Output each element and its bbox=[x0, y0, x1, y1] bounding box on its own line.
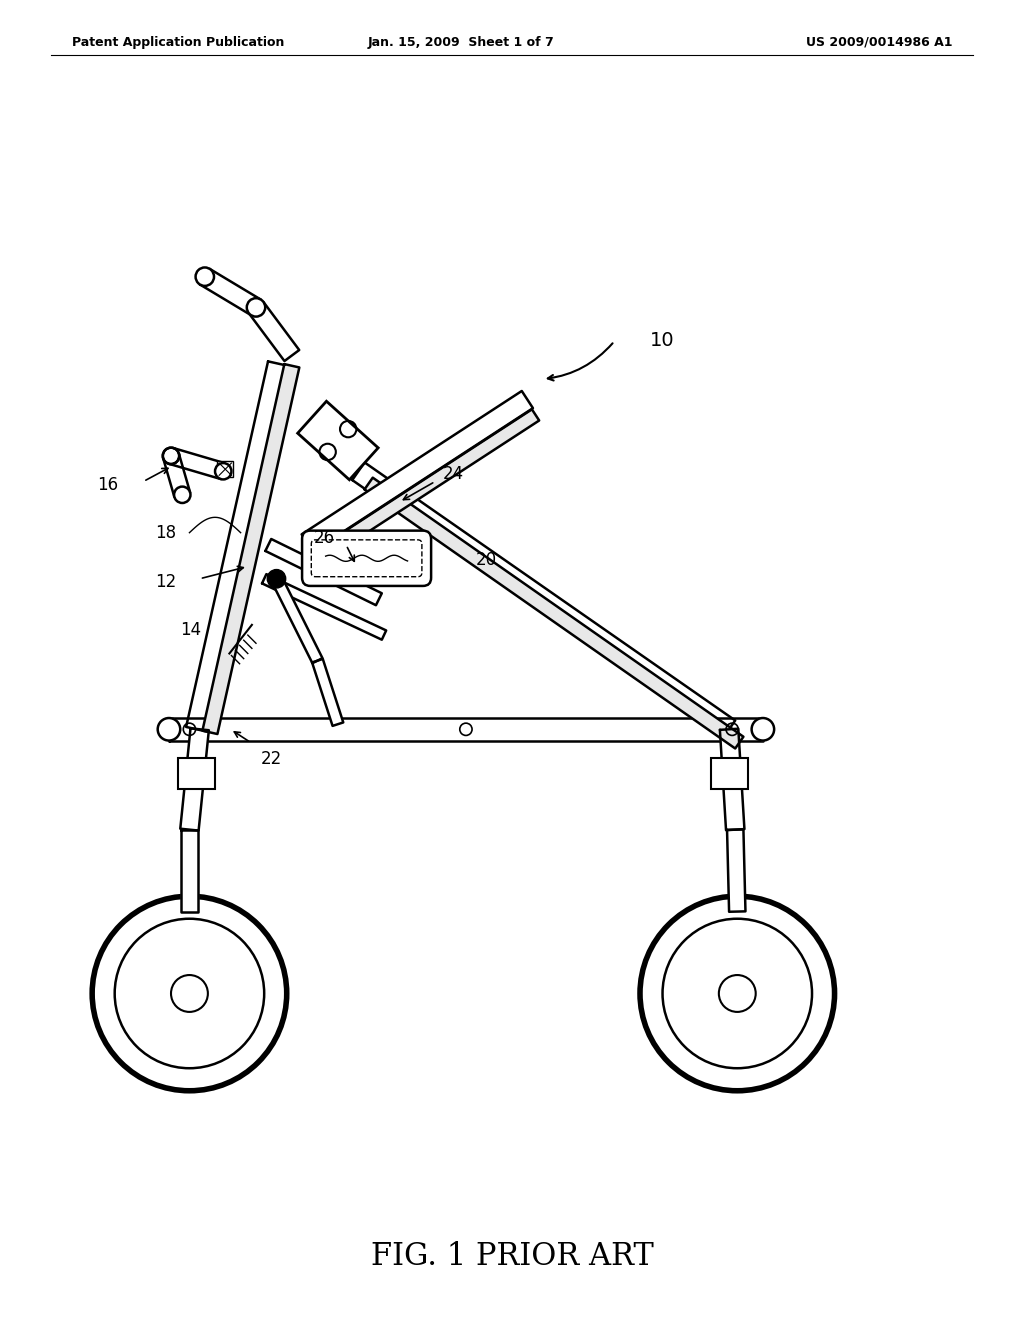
Polygon shape bbox=[311, 409, 540, 564]
Circle shape bbox=[196, 268, 214, 286]
Bar bbox=[178, 758, 215, 788]
Polygon shape bbox=[169, 718, 763, 741]
Text: 26: 26 bbox=[313, 529, 335, 546]
Bar bbox=[298, 401, 378, 479]
Circle shape bbox=[158, 718, 180, 741]
Polygon shape bbox=[262, 574, 386, 640]
Text: 10: 10 bbox=[650, 331, 675, 350]
FancyBboxPatch shape bbox=[217, 461, 233, 478]
Polygon shape bbox=[265, 539, 382, 605]
Text: 18: 18 bbox=[155, 524, 176, 541]
Polygon shape bbox=[200, 269, 261, 315]
Polygon shape bbox=[302, 391, 532, 552]
Circle shape bbox=[163, 447, 179, 465]
Circle shape bbox=[163, 447, 179, 465]
Polygon shape bbox=[186, 362, 289, 731]
Circle shape bbox=[752, 718, 774, 741]
Polygon shape bbox=[271, 577, 323, 663]
Text: 12: 12 bbox=[155, 573, 176, 591]
Text: US 2009/0014986 A1: US 2009/0014986 A1 bbox=[806, 36, 952, 49]
Text: Jan. 15, 2009  Sheet 1 of 7: Jan. 15, 2009 Sheet 1 of 7 bbox=[368, 36, 554, 49]
Text: FIG. 1 PRIOR ART: FIG. 1 PRIOR ART bbox=[371, 1241, 653, 1272]
Text: 16: 16 bbox=[96, 475, 118, 494]
Text: 24: 24 bbox=[442, 466, 464, 483]
Polygon shape bbox=[312, 659, 343, 726]
Polygon shape bbox=[727, 829, 745, 912]
Text: 22: 22 bbox=[261, 750, 282, 768]
Text: 20: 20 bbox=[476, 552, 498, 569]
Polygon shape bbox=[180, 729, 209, 830]
Circle shape bbox=[174, 487, 190, 503]
Polygon shape bbox=[181, 830, 198, 912]
FancyBboxPatch shape bbox=[302, 531, 431, 586]
Polygon shape bbox=[720, 729, 744, 830]
Bar bbox=[711, 758, 748, 788]
Polygon shape bbox=[352, 462, 735, 738]
Text: 14: 14 bbox=[180, 620, 202, 639]
Circle shape bbox=[215, 463, 231, 479]
Circle shape bbox=[267, 569, 286, 587]
Polygon shape bbox=[169, 447, 225, 479]
Polygon shape bbox=[365, 478, 743, 748]
Text: Patent Application Publication: Patent Application Publication bbox=[72, 36, 284, 49]
Circle shape bbox=[247, 298, 265, 317]
Polygon shape bbox=[249, 302, 299, 362]
Polygon shape bbox=[203, 364, 299, 734]
Polygon shape bbox=[163, 454, 190, 498]
